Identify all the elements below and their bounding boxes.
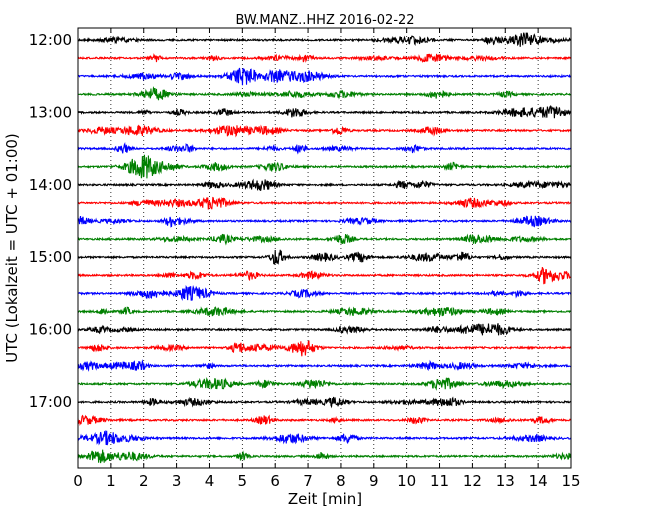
x-tick-label: 9	[369, 472, 379, 490]
y-tick-label: 16:00	[29, 321, 72, 339]
x-tick-label: 8	[336, 472, 346, 490]
x-tick-label: 6	[270, 472, 280, 490]
y-tick-label: 15:00	[29, 248, 72, 266]
x-tick-label: 7	[303, 472, 313, 490]
y-tick-label: 14:00	[29, 176, 72, 194]
trace-line	[77, 323, 572, 336]
x-axis-label: Zeit [min]	[288, 490, 362, 508]
x-tick-label: 10	[397, 472, 416, 490]
x-tick-label: 15	[561, 472, 580, 490]
x-tick-label: 11	[430, 472, 449, 490]
trace-line	[77, 233, 572, 246]
trace-line	[77, 449, 572, 464]
trace-line	[77, 396, 572, 409]
trace-line	[77, 284, 572, 301]
trace-line	[77, 266, 572, 285]
x-tick-label: 1	[106, 472, 116, 490]
chart-title: BW.MANZ..HHZ 2016-02-22	[235, 13, 414, 28]
tick-layer: 0 1 2 3 4 5 6 7 8 9 10 11 12 13 14 1512:0013:0014:0015:…	[29, 28, 581, 490]
trace-line	[77, 124, 572, 138]
x-tick-label: 4	[205, 472, 215, 490]
trace-line	[77, 414, 572, 427]
trace-line	[77, 306, 572, 318]
trace-line	[77, 32, 572, 47]
trace-line	[77, 215, 572, 228]
plot-frame	[77, 27, 572, 469]
x-tick-label: 5	[238, 472, 248, 490]
y-tick-label: 17:00	[29, 393, 72, 411]
x-tick-label: 2	[139, 472, 149, 490]
trace-line	[77, 430, 572, 446]
trace-line	[77, 53, 572, 63]
trace-line	[77, 105, 572, 119]
trace-line	[77, 141, 572, 155]
x-tick-label: 3	[172, 472, 182, 490]
trace-layer	[77, 32, 572, 464]
trace-line	[77, 154, 572, 179]
x-tick-label: 13	[496, 472, 515, 490]
y-tick-label: 12:00	[29, 31, 72, 49]
trace-line	[77, 86, 572, 101]
trace-line	[77, 67, 572, 86]
x-tick-label: 14	[529, 472, 548, 490]
x-tick-label: 0	[73, 472, 83, 490]
trace-line	[77, 340, 572, 357]
y-axis-label: UTC (Lokalzeit = UTC + 01:00)	[3, 133, 21, 363]
trace-line	[77, 376, 572, 391]
x-tick-label: 12	[463, 472, 482, 490]
trace-line	[77, 249, 572, 266]
trace-line	[77, 178, 572, 191]
grid-layer	[110, 28, 539, 468]
trace-line	[77, 359, 572, 372]
trace-line	[77, 196, 572, 210]
y-tick-label: 13:00	[29, 103, 72, 121]
